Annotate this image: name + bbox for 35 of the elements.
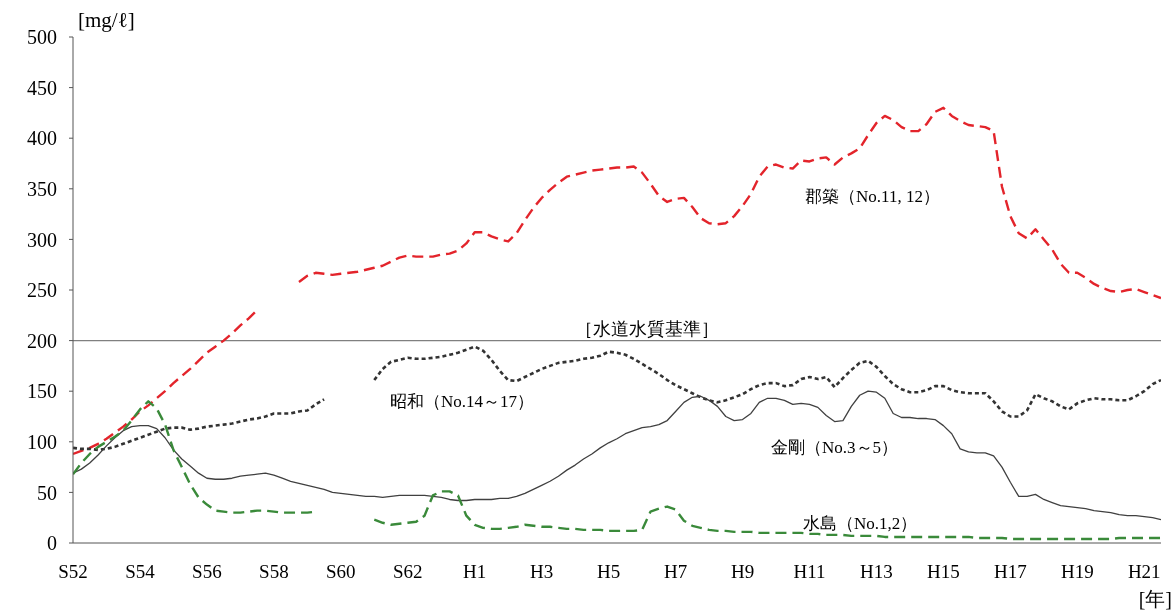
x-tick-label: H1 bbox=[463, 561, 487, 583]
y-axis-title: [mg/ℓ] bbox=[78, 8, 135, 33]
x-tick-label: H13 bbox=[860, 561, 893, 583]
y-tick-label: 100 bbox=[27, 430, 57, 453]
x-tick-label: H21 bbox=[1127, 561, 1161, 583]
y-tick-label: 500 bbox=[27, 26, 57, 49]
y-tick-label: 50 bbox=[37, 481, 57, 504]
x-tick-label: S60 bbox=[326, 561, 356, 583]
x-tick-label: S52 bbox=[58, 561, 88, 583]
x-tick-label: S54 bbox=[125, 561, 156, 583]
x-tick-label: S58 bbox=[259, 561, 289, 583]
x-tick-label: H7 bbox=[663, 561, 688, 583]
y-tick-label: 350 bbox=[27, 177, 57, 200]
x-tick-label: H15 bbox=[927, 561, 960, 583]
y-tick-label: 300 bbox=[27, 228, 57, 251]
x-axis-title: [年] bbox=[1138, 587, 1172, 611]
x-tick-label: H3 bbox=[530, 561, 554, 583]
series-label: 郡築（No.11, 12） bbox=[805, 186, 940, 208]
x-tick-label: H9 bbox=[730, 561, 755, 583]
x-tick-label: H17 bbox=[993, 561, 1027, 583]
x-tick-label: H11 bbox=[793, 561, 826, 583]
x-tick-label: H19 bbox=[1060, 561, 1094, 583]
x-tick-label: S56 bbox=[192, 561, 222, 583]
y-tick-label: 200 bbox=[27, 329, 57, 352]
series-label: 金剛（No.3～5） bbox=[771, 437, 899, 459]
x-tick-label: S62 bbox=[392, 561, 423, 583]
y-tick-label: 250 bbox=[27, 279, 57, 302]
y-tick-label: 150 bbox=[27, 380, 57, 403]
y-tick-label: 0 bbox=[47, 532, 57, 555]
series-label: 昭和（No.14～17） bbox=[390, 391, 535, 413]
y-tick-label: 400 bbox=[27, 127, 57, 150]
series-label: 水島（No.1,2） bbox=[803, 513, 918, 535]
ref-line-label: ［水道水質基準］ bbox=[575, 318, 719, 339]
x-tick-label: H5 bbox=[597, 561, 621, 583]
y-tick-label: 450 bbox=[27, 76, 57, 99]
